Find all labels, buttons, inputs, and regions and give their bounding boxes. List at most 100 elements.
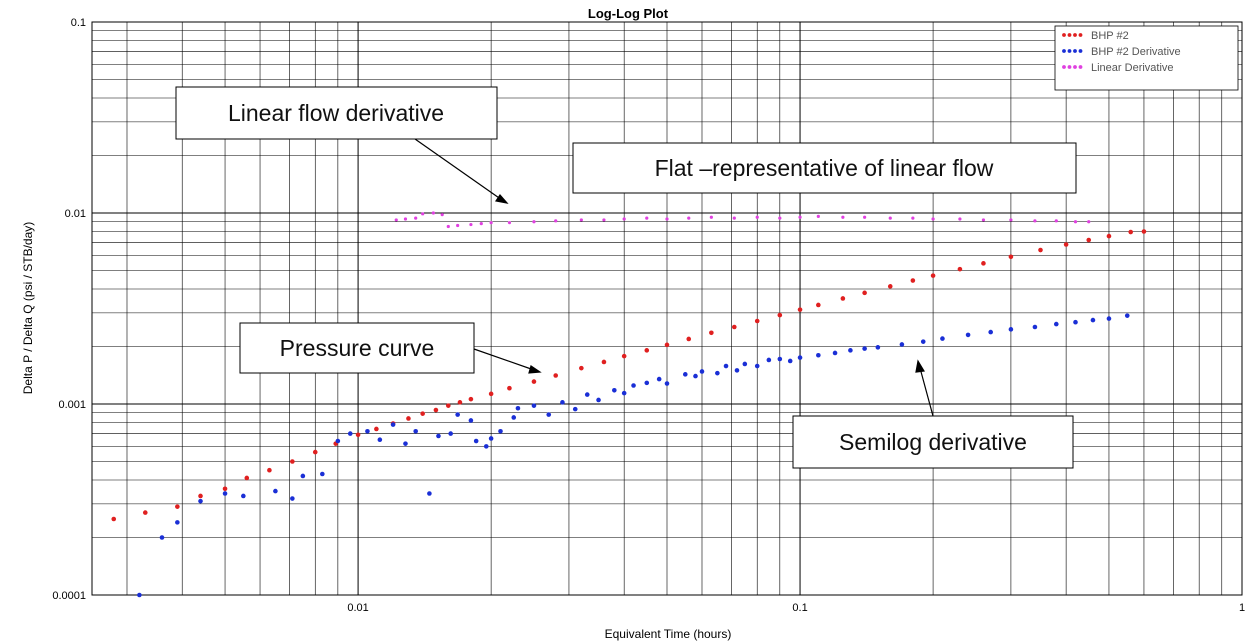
data-point [365,428,370,434]
legend: BHP #2 BHP #2 Derivative Linear Derivative [1054,25,1239,91]
data-point [446,224,450,229]
data-point [1008,327,1014,332]
data-point [777,356,783,362]
data-point [290,496,295,501]
data-point [394,218,398,222]
data-point [988,329,993,335]
data-point [1073,319,1078,325]
data-point [797,355,803,360]
data-point [621,353,627,359]
data-point [732,324,737,330]
data-point [572,406,578,412]
data-point [787,358,793,364]
data-point [686,336,692,342]
data-point [664,381,670,386]
data-point [469,222,473,227]
data-point [175,504,180,509]
data-point [300,473,306,479]
data-point [644,380,650,386]
data-point [911,216,915,220]
legend-label: BHP #2 [1091,30,1129,42]
data-point [457,400,463,405]
series-bhp-2-derivative [137,313,1130,598]
legend-item: Linear Derivative [1062,62,1174,74]
data-point [312,449,318,455]
data-point [910,278,916,283]
data-point [656,376,662,382]
data-point [137,592,142,598]
data-point [436,433,441,439]
data-point [709,330,714,336]
legend-marker [1078,33,1083,37]
data-point [1053,321,1059,327]
legend-item: BHP #2 [1062,30,1129,42]
data-point [816,352,821,358]
data-point [511,415,517,420]
data-point [445,403,451,408]
data-point [546,412,552,417]
data-point [579,365,584,371]
data-point [699,369,705,374]
arrow-semilog [919,367,934,417]
data-point [579,218,583,222]
legend-marker [1062,65,1066,69]
data-point [488,391,494,397]
data-point [777,312,783,318]
data-point [709,215,713,219]
legend-label: BHP #2 Derivative [1091,46,1181,58]
data-point [981,261,986,266]
data-point [222,486,228,492]
data-point [1086,237,1092,243]
data-point [1033,219,1037,223]
data-point [198,493,203,499]
data-point [347,431,353,436]
data-point [832,350,838,356]
data-point [766,357,772,363]
data-point [244,475,250,481]
data-point [489,221,493,225]
legend-marker [1067,49,1072,53]
legend-marker [1067,65,1072,69]
data-point [403,217,408,221]
annotation-semilog-derivative: Semilog derivative [792,415,1074,469]
data-point [981,218,986,222]
data-point [320,471,325,477]
data-point [433,407,439,413]
data-point [1090,317,1096,323]
data-point [602,218,606,222]
annotation-arrows [414,138,934,417]
data-point [1032,324,1038,330]
data-point [693,373,698,379]
data-point [448,431,453,436]
legend-box [1054,25,1239,91]
data-point [267,467,272,473]
annotation-pressure-curve: Pressure curve [239,322,475,374]
data-point [222,491,228,496]
data-point [862,346,867,351]
x-tick-label: 0.01 [347,602,368,614]
data-point [1106,316,1112,321]
data-point [848,348,853,353]
data-point [958,217,962,221]
data-point [374,426,379,432]
data-point [665,217,669,221]
legend-label: Linear Derivative [1091,62,1174,74]
callout-box [792,415,1074,469]
data-point [875,345,881,350]
data-point [111,516,117,522]
data-point [664,342,670,348]
data-point [797,307,803,312]
data-point [1009,218,1013,222]
data-point [645,216,649,220]
data-point [421,212,425,216]
data-point [479,222,483,226]
data-point [622,217,626,221]
series-linear-derivative [394,211,1091,229]
x-tick-label: 0.1 [792,602,807,614]
data-point [468,418,474,423]
data-point [754,363,760,369]
legend-marker [1073,33,1077,37]
data-point [682,372,688,377]
data-point [931,217,935,221]
